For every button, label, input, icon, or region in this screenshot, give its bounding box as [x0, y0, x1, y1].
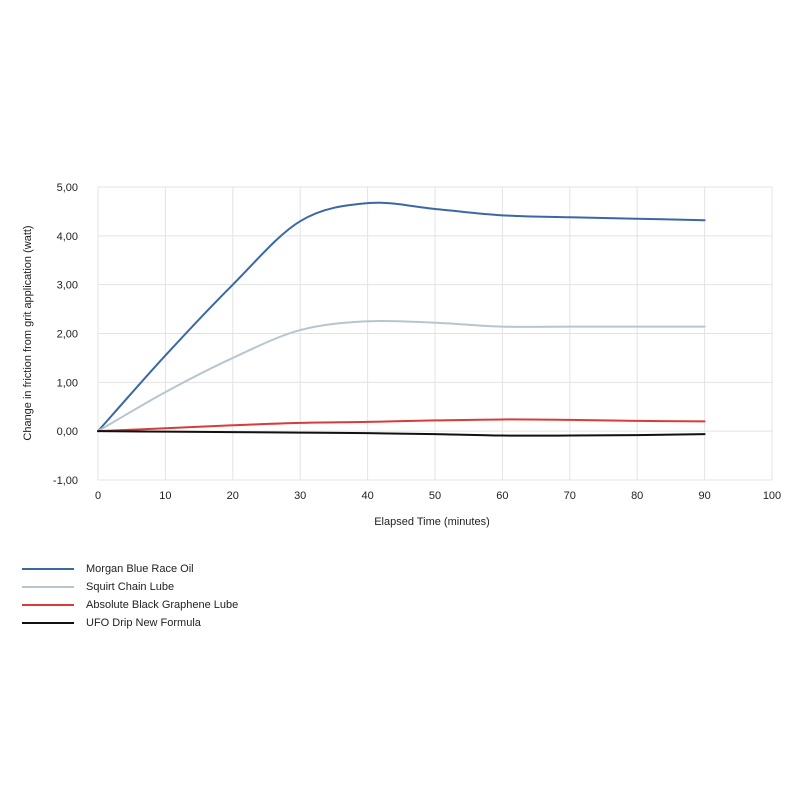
- legend-item-squirt: Squirt Chain Lube: [22, 578, 238, 596]
- legend-label: Absolute Black Graphene Lube: [86, 599, 239, 611]
- x-axis-ticks: 0 10 20 30 40 50 60 70 80 90 100: [95, 490, 781, 502]
- x-tick-label: 60: [496, 490, 508, 502]
- y-tick-label: 1,00: [57, 377, 78, 389]
- y-tick-label: 0,00: [57, 426, 78, 438]
- y-axis-title: Change in friction from grit application…: [22, 225, 34, 440]
- x-axis-title: Elapsed Time (minutes): [374, 516, 490, 528]
- x-tick-label: 10: [159, 490, 171, 502]
- legend-swatch: [22, 604, 74, 606]
- y-tick-label: 4,00: [57, 231, 78, 243]
- legend-item-ufo-drip: UFO Drip New Formula: [22, 614, 238, 632]
- y-tick-label: 2,00: [57, 329, 78, 341]
- x-tick-label: 80: [631, 490, 643, 502]
- series-line-morgan-blue-race-oil: [97, 201, 706, 433]
- x-tick-label: 50: [429, 490, 441, 502]
- y-tick-label: 5,00: [57, 182, 78, 194]
- y-axis-ticks: 5,00 4,00 3,00 2,00 1,00 0,00 -1,00: [53, 182, 78, 487]
- legend-swatch: [22, 568, 74, 570]
- series-line-absolute-black-graphene-lube: [97, 418, 706, 433]
- x-tick-label: 0: [95, 490, 101, 502]
- legend: Morgan Blue Race Oil Squirt Chain Lube A…: [22, 560, 238, 632]
- legend-swatch: [22, 622, 74, 624]
- x-tick-label: 100: [763, 490, 781, 502]
- series-lines: [97, 201, 706, 437]
- grid: [97, 186, 773, 481]
- y-tick-label: 3,00: [57, 280, 78, 292]
- legend-swatch: [22, 586, 74, 588]
- series-line-ufo-drip-new-formula: [97, 430, 706, 437]
- y-tick-label: -1,00: [53, 475, 78, 487]
- x-tick-label: 90: [698, 490, 710, 502]
- series-line-squirt-chain-lube: [97, 319, 706, 433]
- legend-label: Morgan Blue Race Oil: [86, 563, 194, 575]
- x-tick-label: 30: [294, 490, 306, 502]
- legend-item-morgan-blue: Morgan Blue Race Oil: [22, 560, 238, 578]
- x-tick-label: 70: [564, 490, 576, 502]
- x-tick-label: 40: [361, 490, 373, 502]
- legend-label: Squirt Chain Lube: [86, 581, 175, 593]
- x-tick-label: 20: [227, 490, 239, 502]
- legend-item-absolute-black: Absolute Black Graphene Lube: [22, 596, 238, 614]
- legend-label: UFO Drip New Formula: [86, 617, 201, 629]
